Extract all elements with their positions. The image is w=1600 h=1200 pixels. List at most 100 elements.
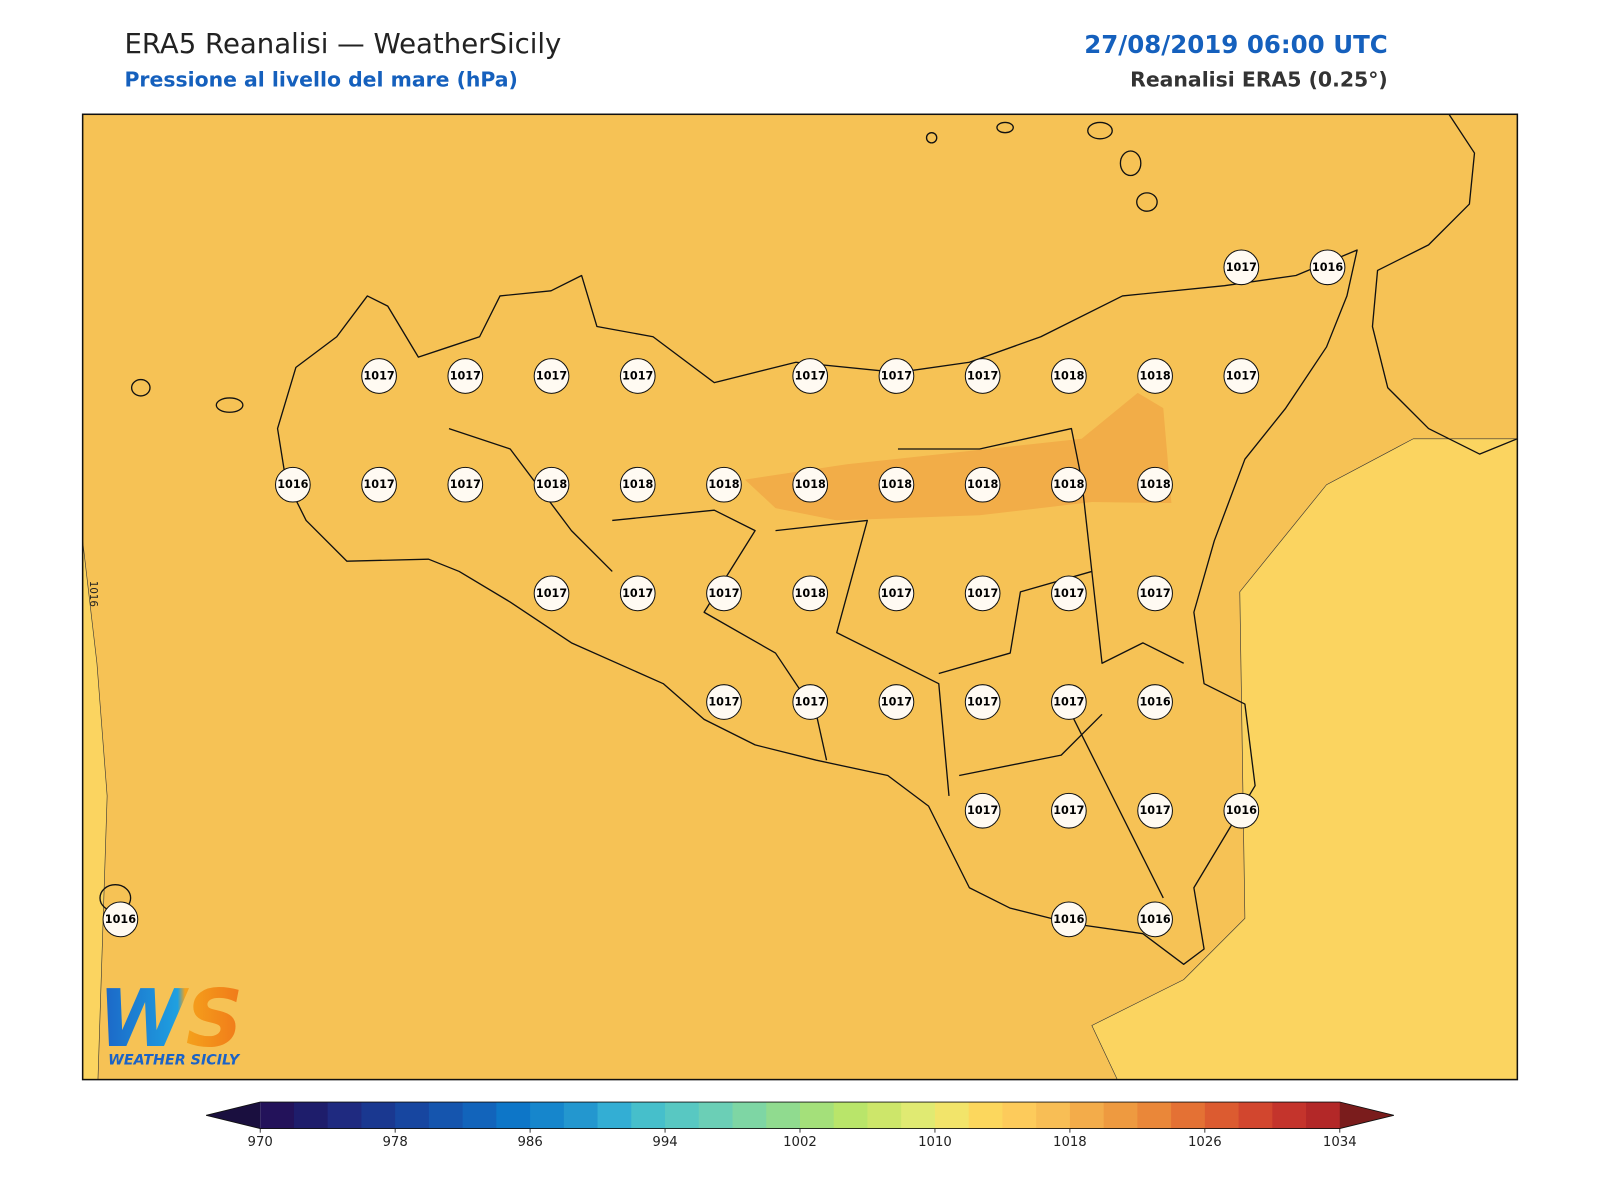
label-marker	[706, 466, 742, 503]
label-marker	[878, 466, 915, 503]
pressure-label: 1018	[795, 587, 826, 600]
pressure-label: 1017	[967, 587, 998, 600]
colorbar-segment	[327, 1102, 362, 1129]
colorbar-segment	[833, 1102, 868, 1129]
pressure-label: 1017	[1053, 696, 1084, 709]
label-marker	[706, 684, 742, 720]
pressure-labels: 1017 1016 1017 1017 1017 1017 1017 1017 1017 1018…	[102, 249, 1346, 938]
colorbar-extend-low	[206, 1102, 261, 1129]
label-marker	[619, 575, 656, 612]
pressure-label: 1016	[105, 913, 136, 926]
colorbar-segment	[800, 1102, 835, 1129]
label-marker	[533, 466, 570, 503]
pressure-label: 1017	[536, 370, 567, 383]
colorbar-segment	[867, 1102, 902, 1129]
label-marker	[964, 575, 1001, 612]
colorbar-tick-label: 986	[517, 1135, 542, 1150]
label-marker	[447, 466, 484, 503]
island	[996, 121, 1014, 134]
calabria-coastline	[1371, 114, 1518, 455]
pressure-label: 1018	[967, 478, 998, 491]
island	[130, 378, 151, 397]
model-label: Reanalisi ERA5 (0.25°)	[1130, 68, 1388, 92]
label-marker	[619, 466, 656, 503]
colorbar-segment	[496, 1102, 531, 1129]
pressure-label: 1016	[1053, 913, 1084, 926]
label-marker	[1051, 466, 1087, 503]
colorbar-tick-label: 1002	[783, 1135, 817, 1150]
colorbar-segment	[901, 1102, 936, 1129]
colorbar-tick-label: 994	[652, 1135, 677, 1150]
pressure-label: 1017	[708, 696, 739, 709]
label-marker	[964, 466, 1001, 503]
label-marker	[1051, 792, 1087, 829]
label-marker	[964, 684, 1001, 720]
island	[215, 397, 244, 413]
pressure-label: 1017	[622, 370, 653, 383]
label-marker	[447, 358, 484, 394]
pressure-label: 1017	[536, 587, 567, 600]
label-marker	[1223, 792, 1260, 829]
label-marker	[361, 466, 397, 503]
pressure-label: 1018	[1053, 370, 1084, 383]
label-marker	[964, 358, 1001, 394]
sicily-coastline	[276, 249, 1358, 965]
pressure-label: 1016	[1139, 913, 1170, 926]
colorbar-segment	[1272, 1102, 1307, 1129]
colorbar-segment	[631, 1102, 666, 1129]
pressure-label: 1018	[881, 478, 912, 491]
datetime: 27/08/2019 06:00 UTC	[1084, 30, 1388, 59]
pressure-label: 1017	[881, 696, 912, 709]
pressure-label: 1017	[450, 478, 481, 491]
colorbar-segment	[395, 1102, 430, 1129]
pressure-label: 1017	[708, 587, 739, 600]
map-area	[82, 114, 1518, 1080]
colorbar-segment	[1204, 1102, 1240, 1129]
colorbar-segment	[462, 1102, 497, 1129]
label-marker	[1223, 249, 1260, 286]
label-marker	[1137, 466, 1173, 503]
colorbar-segment	[293, 1102, 329, 1129]
pressure-label: 1017	[363, 370, 394, 383]
island	[925, 131, 938, 144]
pressure-label: 1018	[795, 478, 826, 491]
pressure-label: 1018	[1053, 478, 1084, 491]
label-marker	[102, 901, 139, 938]
label-marker	[792, 466, 829, 503]
colorbar-segment	[1036, 1102, 1071, 1129]
label-marker	[533, 575, 570, 612]
subtitle: Pressione al livello del mare (hPa)	[124, 68, 517, 92]
label-marker	[706, 575, 742, 612]
label-marker	[619, 358, 656, 394]
pressure-label: 1018	[1139, 478, 1170, 491]
colorbar: 970 978 986 994 1002 1010 1018 1026 1034	[206, 1101, 1394, 1150]
label-marker	[964, 792, 1001, 829]
pressure-field-low	[1091, 438, 1518, 1080]
label-marker	[361, 358, 397, 394]
colorbar-tick-label: 970	[248, 1135, 273, 1150]
label-marker	[1051, 901, 1087, 938]
label-marker	[1137, 901, 1173, 938]
label-marker	[878, 684, 915, 720]
colorbar-tick-label: 1018	[1053, 1135, 1087, 1150]
pressure-label: 1017	[881, 587, 912, 600]
colorbar-segment	[1306, 1102, 1341, 1129]
logo-mark: WS	[98, 972, 243, 1065]
pressure-label: 1017	[1139, 804, 1170, 817]
pressure-label: 1016	[1139, 696, 1170, 709]
colorbar-segment	[597, 1102, 632, 1129]
pressure-label: 1017	[1226, 370, 1257, 383]
label-marker	[1051, 575, 1087, 612]
pressure-label: 1017	[967, 370, 998, 383]
colorbar-tick-label: 978	[383, 1135, 408, 1150]
colorbar-segment	[766, 1102, 801, 1129]
colorbar-segment	[732, 1102, 767, 1129]
pressure-label: 1017	[363, 478, 394, 491]
map-frame	[81, 113, 1519, 1081]
pressure-label: 1017	[450, 370, 481, 383]
pressure-label: 1017	[795, 370, 826, 383]
label-marker	[1137, 575, 1173, 612]
pressure-label: 1017	[881, 370, 912, 383]
